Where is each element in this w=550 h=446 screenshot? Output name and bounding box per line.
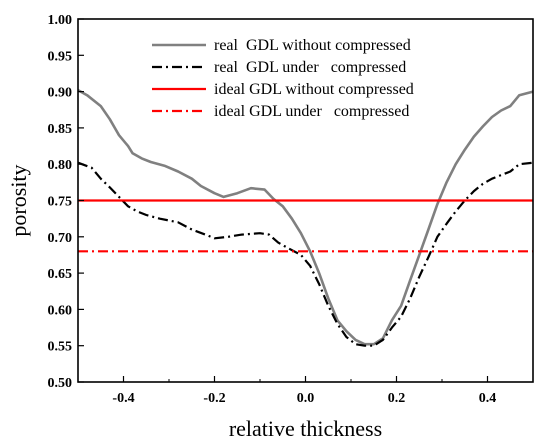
x-tick-label: 0.4 (479, 391, 497, 406)
y-tick-label: 0.75 (48, 195, 73, 210)
y-tick-label: 1.00 (48, 13, 73, 28)
legend-label: ideal GDL without compressed (214, 81, 414, 98)
series-line (77, 161, 534, 347)
y-tick-label: 0.50 (48, 376, 73, 391)
y-tick-label: 0.90 (48, 86, 73, 101)
y-tick-label: 0.70 (48, 231, 73, 246)
y-tick-label: 0.85 (48, 122, 73, 137)
legend-label: real GDL without compressed (214, 37, 411, 54)
x-tick-label: -0.2 (203, 391, 225, 406)
y-tick-label: 0.95 (48, 49, 73, 64)
y-tick-label: 0.55 (48, 340, 73, 355)
x-tick-label: 0.2 (388, 391, 406, 406)
tick-layer: -0.4 -0.2 0.0 0.2 0.4 0.50 0.55 0.60 0.65 0.70 0.7… (48, 13, 534, 406)
y-tick-label: 0.60 (48, 303, 73, 318)
y-tick-label: 0.80 (48, 158, 73, 173)
legend-label: real GDL under compressed (214, 59, 406, 76)
x-tick-label: -0.4 (112, 391, 134, 406)
series-layer (77, 88, 534, 347)
x-axis-title: relative thickness (229, 416, 382, 441)
y-axis-title: porosity (6, 164, 31, 236)
series-line (77, 88, 534, 346)
y-tick-label: 0.65 (48, 267, 73, 282)
legend-label: ideal GDL under compressed (214, 103, 409, 120)
legend: real GDL without compressed real GDL unde… (152, 37, 414, 120)
x-tick-label: 0.0 (297, 391, 315, 406)
